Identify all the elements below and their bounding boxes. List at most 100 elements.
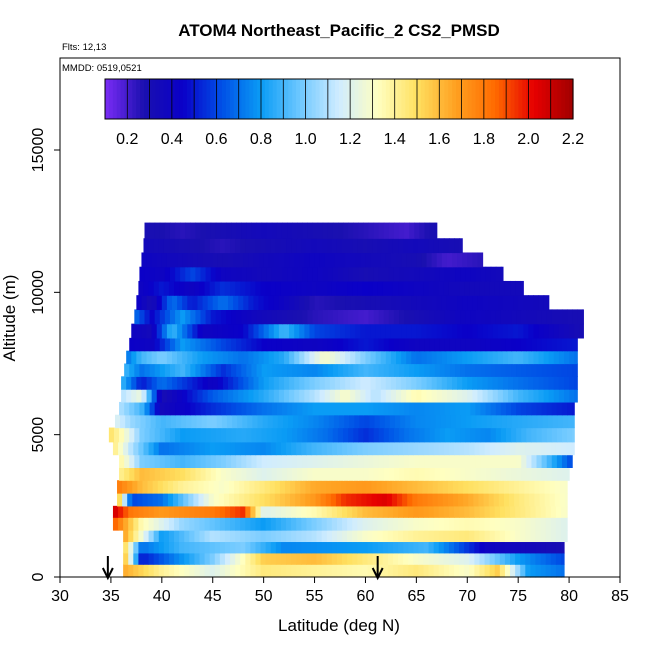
heatmap-cell xyxy=(362,530,369,543)
heatmap-cell xyxy=(439,427,446,443)
heatmap-cell xyxy=(159,309,166,325)
colorbar-segment xyxy=(397,79,402,119)
heatmap-cell xyxy=(233,350,239,365)
heatmap-cell xyxy=(217,323,224,339)
heatmap-cell xyxy=(145,414,152,429)
heatmap-cell xyxy=(177,323,183,339)
heatmap-cell xyxy=(172,389,178,403)
heatmap-cell xyxy=(546,467,553,481)
heatmap-cell xyxy=(459,530,465,543)
heatmap-cell xyxy=(453,480,459,494)
heatmap-cell xyxy=(261,337,268,352)
heatmap-cell xyxy=(309,252,316,268)
heatmap-cell xyxy=(296,238,302,254)
heatmap-cell xyxy=(373,427,380,443)
heatmap-cell xyxy=(194,552,201,565)
heatmap-cell xyxy=(228,323,234,339)
heatmap-cell xyxy=(414,222,421,239)
heatmap-cell xyxy=(245,517,251,531)
heatmap-cell xyxy=(311,564,318,578)
colorbar-segment xyxy=(495,79,500,119)
colorbar-tick-label: 0.8 xyxy=(250,131,272,148)
heatmap-cell xyxy=(560,441,567,456)
heatmap-cell xyxy=(200,467,207,481)
heatmap-cell xyxy=(515,541,521,554)
heatmap-cell xyxy=(541,427,548,443)
heatmap-cell xyxy=(442,493,449,507)
heatmap-cell xyxy=(530,541,537,554)
heatmap-cell xyxy=(392,552,399,565)
heatmap-cell xyxy=(363,467,370,481)
heatmap-cell xyxy=(245,541,251,554)
heatmap-cell xyxy=(138,280,145,296)
heatmap-cell xyxy=(292,467,298,481)
heatmap-cell xyxy=(474,564,481,578)
heatmap-cell xyxy=(245,280,251,296)
heatmap-cell xyxy=(169,309,176,325)
heatmap-cell xyxy=(118,441,124,456)
heatmap-cell xyxy=(481,414,488,429)
heatmap-cell xyxy=(449,363,456,377)
heatmap-cell xyxy=(499,517,506,531)
heatmap-cell xyxy=(399,363,405,377)
heatmap-cell xyxy=(124,427,130,443)
heatmap-cell xyxy=(169,222,176,239)
heatmap-cell xyxy=(520,564,526,578)
heatmap-cell xyxy=(118,505,124,518)
heatmap-cell xyxy=(568,414,574,429)
heatmap-cell xyxy=(194,530,201,543)
heatmap-cell xyxy=(490,401,497,416)
heatmap-cell xyxy=(148,280,155,296)
heatmap-cell xyxy=(169,401,176,416)
heatmap-cell xyxy=(342,505,348,518)
heatmap-cell xyxy=(467,252,473,268)
heatmap-cell xyxy=(270,441,277,456)
heatmap-cell xyxy=(246,266,253,282)
heatmap-cell xyxy=(224,505,231,518)
heatmap-cell xyxy=(149,363,156,377)
heatmap-cell xyxy=(480,337,487,352)
heatmap-cell xyxy=(353,401,359,416)
heatmap-cell xyxy=(276,454,283,468)
heatmap-cell xyxy=(384,414,391,429)
heatmap-cell xyxy=(365,252,372,268)
heatmap-cell xyxy=(367,530,374,543)
heatmap-cell xyxy=(405,414,411,429)
colorbar-segment xyxy=(136,79,141,119)
heatmap-cell xyxy=(467,376,473,390)
heatmap-cell xyxy=(543,323,550,339)
heatmap-cell xyxy=(550,505,557,518)
heatmap-cell xyxy=(278,252,285,268)
heatmap-cell xyxy=(133,564,139,578)
heatmap-cell xyxy=(444,454,451,468)
heatmap-cell xyxy=(194,280,201,296)
heatmap-cell xyxy=(526,427,533,443)
heatmap-cell xyxy=(266,222,273,239)
heatmap-cell xyxy=(538,295,545,311)
heatmap-cell xyxy=(237,414,243,429)
heatmap-cell xyxy=(366,480,373,494)
heatmap-cell xyxy=(367,517,374,531)
heatmap-cell xyxy=(535,505,542,518)
heatmap-cell xyxy=(128,552,134,565)
heatmap-cell xyxy=(550,552,557,565)
heatmap-cell xyxy=(330,480,337,494)
heatmap-cell xyxy=(361,493,368,507)
heatmap-cell xyxy=(486,414,493,429)
heatmap-cell xyxy=(224,238,231,254)
heatmap-cell xyxy=(197,350,204,365)
heatmap-cell xyxy=(319,389,326,403)
colorbar-segment xyxy=(346,79,352,119)
heatmap-cell xyxy=(474,517,481,531)
heatmap-cell xyxy=(189,564,195,578)
heatmap-cell xyxy=(488,480,495,494)
colorbar-segment xyxy=(202,79,207,119)
heatmap-cell xyxy=(205,454,212,468)
heatmap-cell xyxy=(200,401,207,416)
heatmap-cell xyxy=(499,280,506,296)
heatmap-cell xyxy=(128,441,134,456)
heatmap-cell xyxy=(238,376,244,390)
heatmap-cell xyxy=(129,454,135,468)
heatmap-cell xyxy=(330,493,337,507)
heatmap-cell xyxy=(553,376,560,390)
